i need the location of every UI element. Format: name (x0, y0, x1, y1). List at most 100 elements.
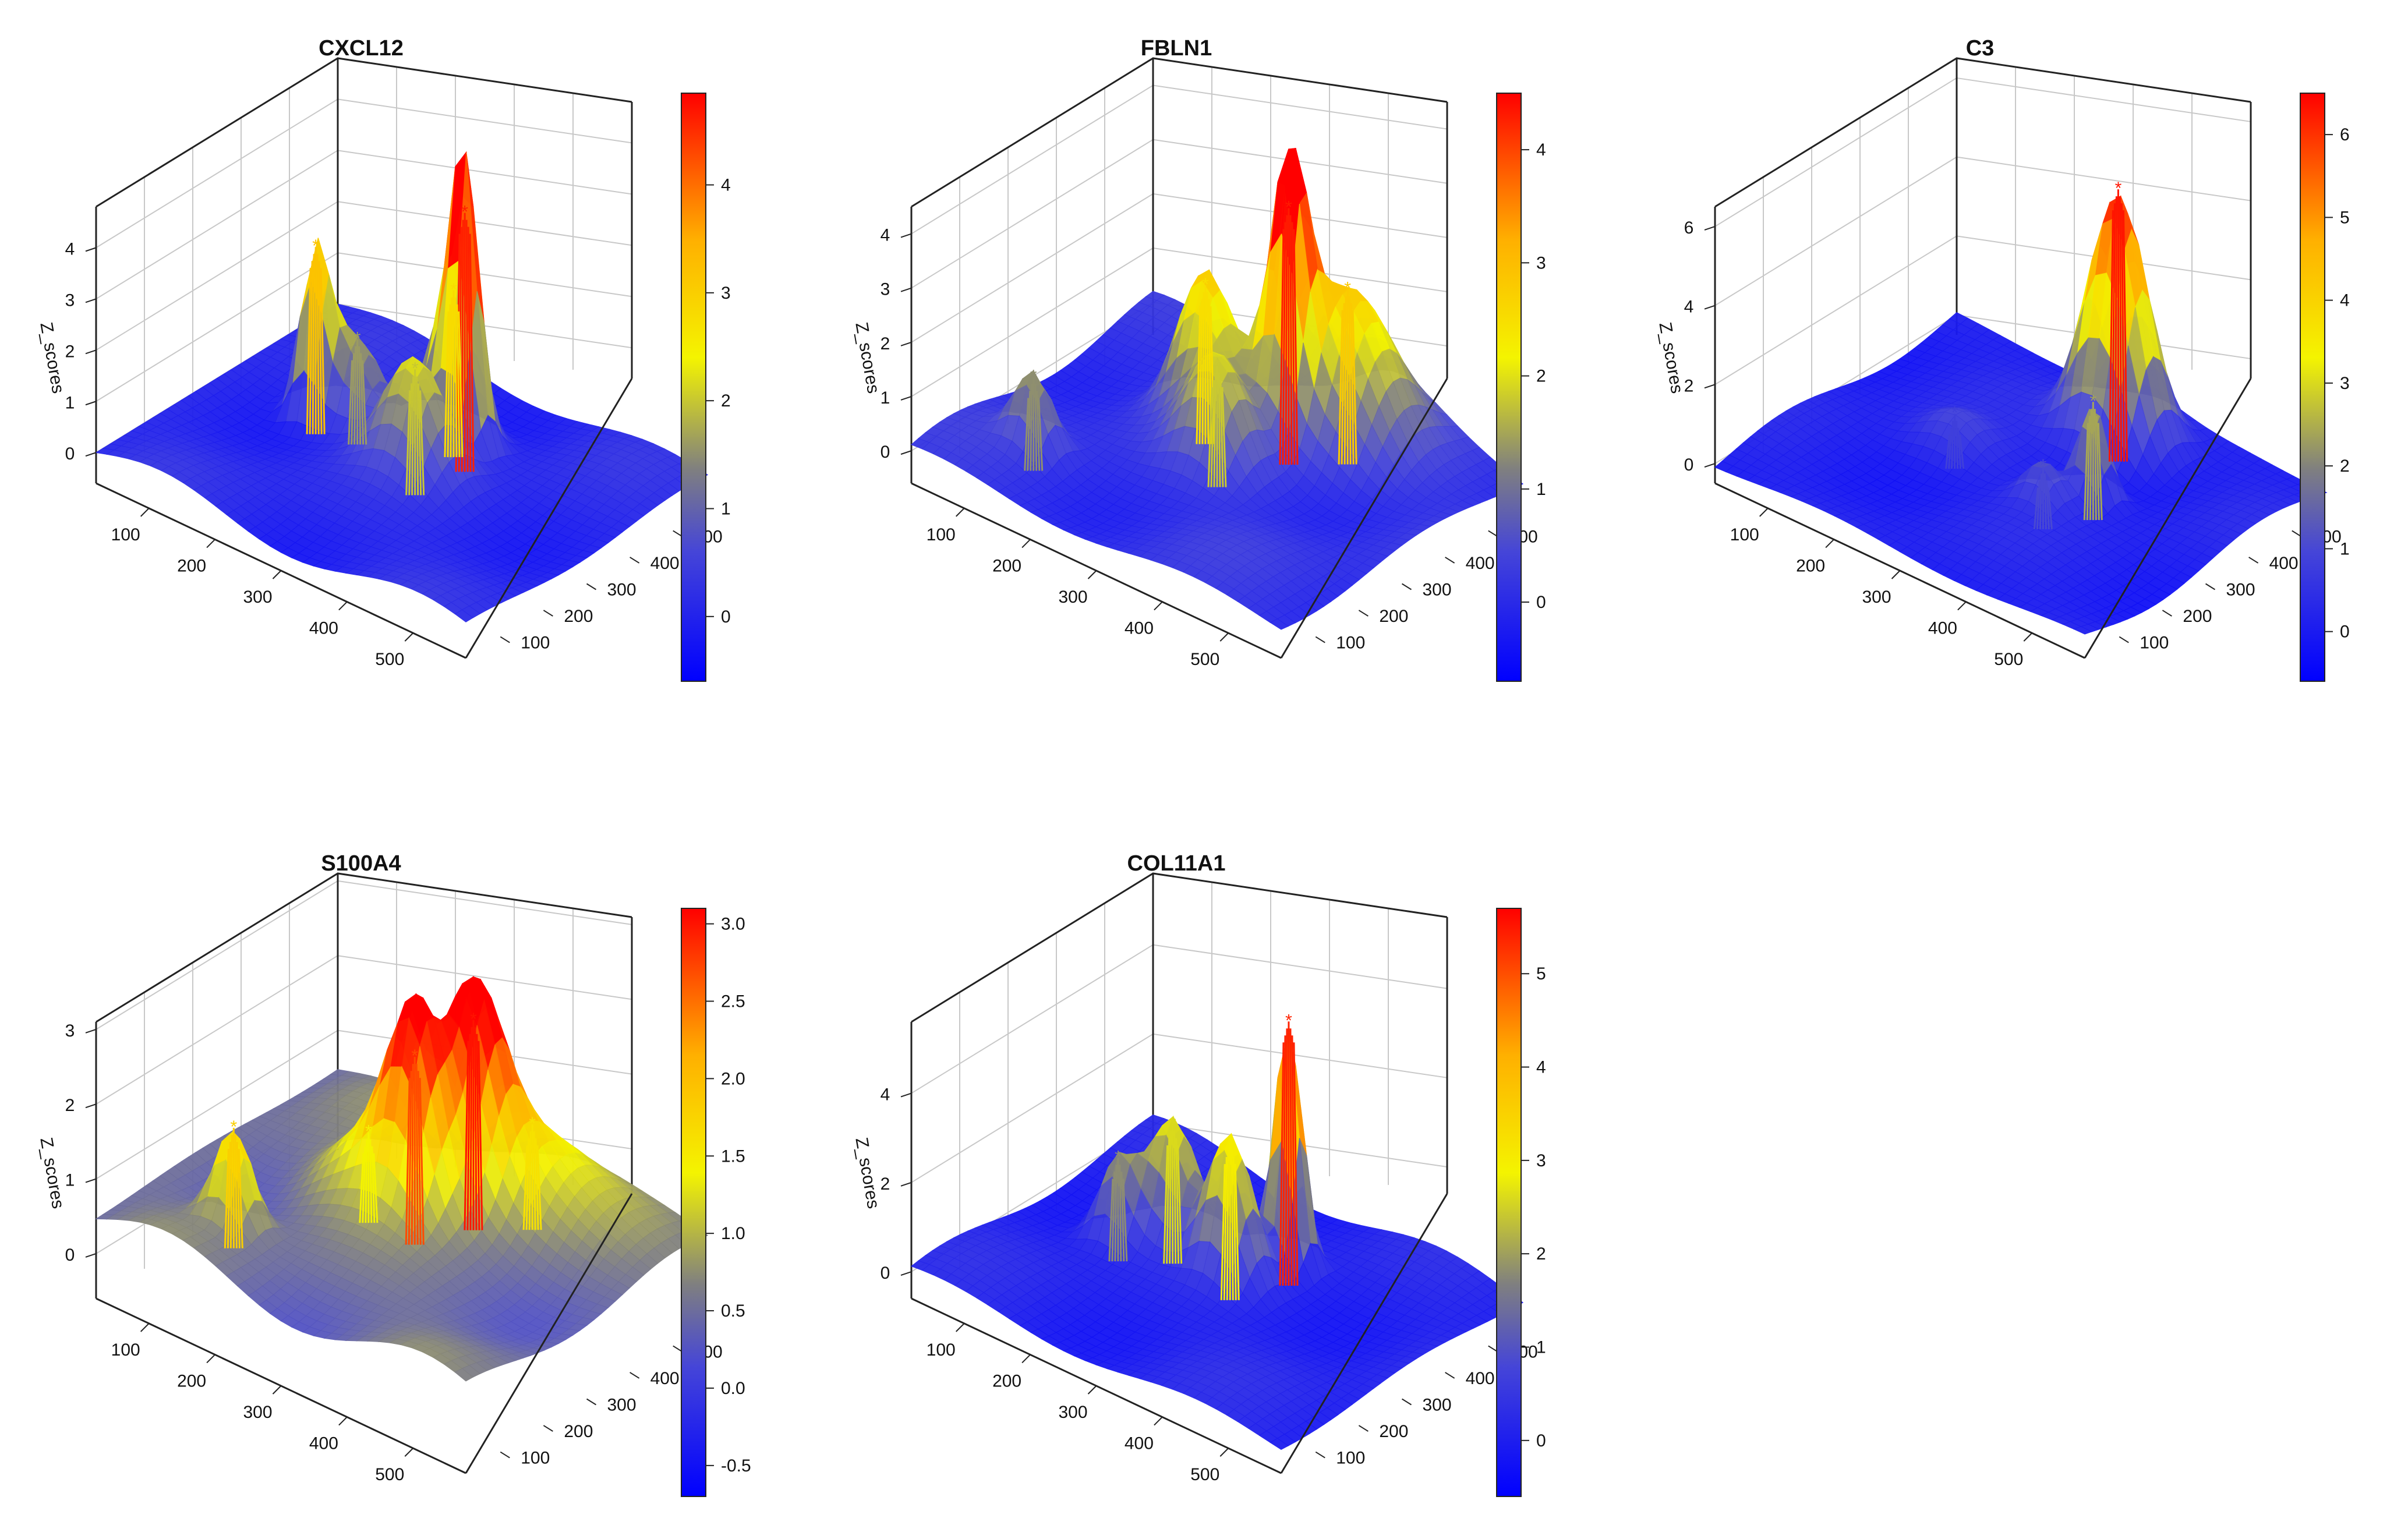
colorbar-tick-label: 1 (721, 499, 731, 518)
peak-spike (362, 360, 367, 445)
x-tick-label: 300 (1862, 588, 1891, 607)
z-tick (1704, 225, 1716, 231)
z-tick-label: 3 (881, 280, 890, 299)
y-tick (586, 583, 597, 590)
colorbar-tick-label: 0 (1536, 593, 1546, 612)
chart-title: FBLN1 (1141, 36, 1212, 61)
colorbar-tick-label: 2 (2340, 457, 2350, 476)
y-tick-label: 300 (1422, 581, 1451, 600)
box-top-edge (1714, 57, 2251, 208)
peak-spike (348, 360, 353, 445)
peak-spike (320, 268, 326, 434)
peak-spike (450, 297, 453, 458)
peak-spike (1034, 384, 1038, 471)
x-tick (1021, 539, 1031, 549)
colorbar-tick-label: 2 (1536, 367, 1546, 386)
peak-marker: * (1030, 366, 1037, 385)
peak-spike (444, 311, 450, 458)
y-tick (630, 557, 640, 564)
colorbar-gradient (2300, 93, 2325, 682)
z-tick (900, 396, 912, 401)
peak-marker: * (312, 236, 319, 256)
peak-spike (2089, 409, 2092, 521)
peak-marker: * (1202, 275, 1209, 294)
y-tick-label: 400 (650, 554, 680, 573)
grid-line (1152, 139, 1448, 184)
y-tick-label: 200 (1379, 607, 1408, 626)
grid-line (1152, 84, 1448, 130)
peak-spike (351, 353, 355, 445)
peak-marker: * (2115, 179, 2122, 198)
z-tick-label: 2 (881, 334, 890, 353)
grid-line (911, 193, 1154, 343)
x-tick-label: 500 (375, 650, 404, 669)
z-tick (85, 298, 97, 303)
peak-spike (2114, 196, 2117, 462)
x-tick (140, 508, 150, 517)
y-tick (1358, 610, 1369, 617)
colorbar-tick-label: 1 (1536, 480, 1546, 499)
colorbar-tick-label: 3 (2340, 374, 2350, 393)
x-tick-label: 300 (243, 588, 272, 607)
z-tick (85, 349, 97, 355)
box-top-edge (96, 872, 632, 1023)
peak-spike (416, 376, 419, 496)
peak-marker: * (1285, 198, 1292, 217)
chart-title: S100A4 (321, 851, 401, 876)
y-tick-label: 100 (521, 634, 550, 653)
peak-marker: * (450, 280, 457, 299)
x-tick (1154, 601, 1163, 611)
z-tick (85, 247, 97, 252)
y-tick-label: 400 (2269, 554, 2299, 573)
chart-panel-cxcl12: CXCL12*****10020030040050010020030040050… (36, 36, 731, 682)
z-tick-label: 2 (65, 342, 75, 361)
peak-spike (458, 311, 464, 458)
z-tick-label: 4 (881, 226, 890, 245)
grid-line (337, 252, 632, 298)
grid-line (911, 84, 1154, 235)
chart-title: C3 (1966, 36, 1995, 61)
z-tick (85, 401, 97, 406)
y-tick-label: 300 (607, 581, 636, 600)
peak-spike (1213, 373, 1217, 487)
y-tick-label: 100 (1336, 634, 1365, 653)
peak-spike (2119, 196, 2122, 462)
z-tick (1704, 384, 1716, 389)
peak-spike (312, 254, 315, 434)
peak-spike (465, 220, 469, 472)
peak-marker: * (2040, 456, 2047, 475)
colorbar-tick-label: 4 (2340, 291, 2350, 310)
x-tick-label: 100 (111, 525, 140, 544)
colorbar-tick-label: 6 (2340, 125, 2350, 144)
peak-spike (1206, 292, 1210, 444)
x-tick-label: 200 (1796, 556, 1825, 575)
z-tick-label: 4 (65, 239, 75, 259)
grid-line (1714, 156, 1957, 306)
chart-title: CXCL12 (319, 36, 404, 61)
x-tick (1825, 539, 1834, 549)
z-tick (1704, 305, 1716, 310)
y-tick (1401, 583, 1412, 590)
peak-marker: * (354, 329, 361, 348)
peak-spike (309, 261, 313, 434)
y-tick-label: 100 (2140, 634, 2169, 653)
colorbar-tick-label: 0 (2340, 622, 2350, 642)
colorbar-gradient (1496, 93, 1522, 682)
grid-line (911, 139, 1154, 289)
z-tick-label: 0 (881, 443, 890, 462)
y-tick (2205, 583, 2216, 590)
y-tick-label: 300 (2226, 581, 2255, 600)
x-tick (2023, 632, 2032, 642)
x-tick (272, 570, 282, 579)
y-tick (543, 610, 553, 617)
colorbar-tick-label: 0 (721, 607, 731, 627)
x-tick-label: 200 (992, 556, 1021, 575)
grid-line (96, 955, 338, 1105)
x-tick-label: 300 (1058, 588, 1087, 607)
x-tick-label: 100 (927, 525, 956, 544)
peak-spike (318, 261, 323, 434)
x-tick (1957, 601, 1967, 611)
